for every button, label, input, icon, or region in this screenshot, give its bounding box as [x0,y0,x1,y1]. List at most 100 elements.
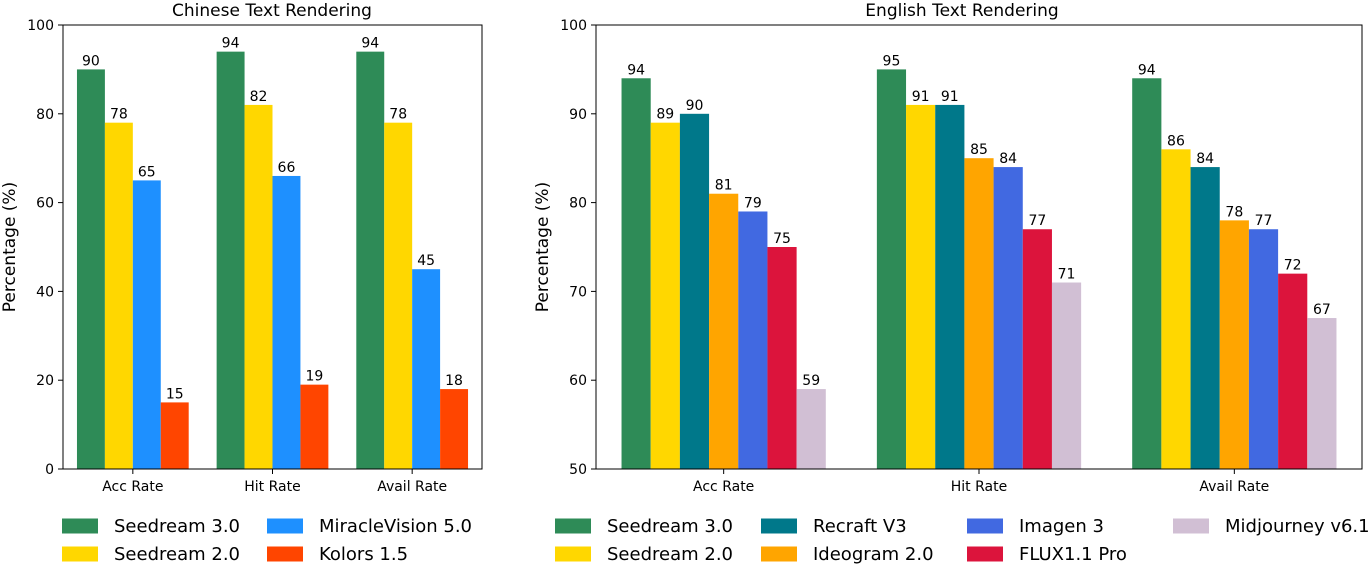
legend-label: Seedream 3.0 [114,516,240,537]
data-label: 84 [999,151,1017,167]
x-axis: Acc Rate Hit Rate Avail Rate [693,469,1269,495]
legend-swatch [62,546,98,562]
legend: Seedream 3.0 Seedream 2.0 MiracleVision 5.… [62,516,472,564]
chart-title: Chinese Text Rendering [172,1,372,21]
bar-seedream-3-0-hit-rate [216,51,245,469]
data-label: 45 [417,253,435,269]
data-label: 78 [389,107,407,123]
bar-midjourney-v6-1-acc-rate [796,389,826,469]
bar-midjourney-v6-1-avail-rate [1307,318,1337,469]
data-label: 95 [883,53,901,69]
x-axis: Acc Rate Hit Rate Avail Rate [102,469,447,495]
bar-ideogram-2-0-acc-rate [709,193,739,469]
legend-label: Kolors 1.5 [319,544,408,564]
bar-miraclevision-5-0-acc-rate [132,180,161,469]
bar-ideogram-2-0-hit-rate [964,158,994,469]
bar-seedream-3-0-acc-rate [76,69,105,470]
legend-item-midjourney-v6-1: Midjourney v6.1 [1173,516,1370,537]
legend-swatch [555,518,591,534]
bar-seedream-3-0-avail-rate [1132,78,1162,469]
y-tick-label: 20 [36,373,54,389]
legend-label: Ideogram 2.0 [813,544,934,564]
y-axis: 50 60 70 80 90 100 [560,18,596,478]
data-label: 71 [1058,267,1076,283]
bar-seedream-2-0-hit-rate [906,104,936,470]
legend-item-ideogram-2-0: Ideogram 2.0 [761,544,934,564]
legend-label: Midjourney v6.1 [1225,516,1370,537]
bar-miraclevision-5-0-avail-rate [412,269,441,469]
chart-title: English Text Rendering [865,1,1058,21]
data-label: 85 [970,142,988,158]
y-tick-label: 70 [569,284,587,300]
bar-flux1-1-pro-hit-rate [1022,229,1052,469]
bar-recraft-v3-hit-rate [935,104,965,470]
legend: Seedream 3.0 Seedream 2.0 Recraft V3 Ideogr… [555,516,1370,564]
x-tick-label: Acc Rate [102,479,163,495]
bar-miraclevision-5-0-hit-rate [272,175,301,469]
bar-seedream-3-0-acc-rate [621,78,651,469]
legend-label: Seedream 2.0 [114,544,240,564]
data-label: 90 [686,98,704,114]
bars-group: 90 94 94 78 82 78 65 66 45 15 19 18 [76,36,469,470]
data-label: 91 [912,89,930,105]
legend-swatch [967,546,1003,562]
data-label: 91 [941,89,959,105]
bar-midjourney-v6-1-hit-rate [1051,282,1082,469]
bar-seedream-3-0-avail-rate [356,51,385,469]
data-label: 59 [802,373,820,389]
y-tick-label: 90 [569,107,587,123]
legend-swatch [267,546,303,562]
data-label: 19 [305,369,323,385]
data-label: 94 [222,36,240,52]
english-text-rendering-chart: English Text Rendering Percentage (%) 94… [533,1,1370,564]
data-label: 89 [656,107,674,123]
data-label: 82 [250,89,268,105]
bar-seedream-2-0-acc-rate [104,122,133,470]
bars-group: 94 95 94 89 91 86 90 91 84 81 85 78 79 84 77 75 77 72 59 71… [621,53,1337,470]
data-label: 81 [715,178,733,194]
bar-seedream-2-0-avail-rate [384,122,413,470]
x-tick-label: Avail Rate [1199,479,1269,495]
legend-item-seedream-3-0: Seedream 3.0 [62,516,240,537]
y-tick-label: 40 [36,284,54,300]
y-tick-label: 100 [560,18,587,34]
data-label: 90 [82,53,100,69]
bar-kolors-1-5-avail-rate [440,389,469,469]
y-tick-label: 100 [27,18,54,34]
bar-imagen-3-acc-rate [738,211,768,470]
bar-seedream-2-0-acc-rate [650,122,680,470]
data-label: 65 [138,164,156,180]
data-label: 77 [1028,213,1046,229]
data-label: 86 [1167,133,1185,149]
data-label: 84 [1196,151,1214,167]
data-label: 78 [1225,204,1243,220]
bar-seedream-2-0-avail-rate [1161,149,1191,469]
data-label: 94 [361,36,379,52]
legend-item-kolors-1-5: Kolors 1.5 [267,544,408,564]
data-label: 18 [445,373,463,389]
legend-label: Seedream 3.0 [607,516,733,537]
legend-label: MiracleVision 5.0 [319,516,472,537]
y-tick-label: 0 [45,462,54,478]
data-label: 79 [744,195,762,211]
data-label: 72 [1284,258,1302,274]
x-tick-label: Acc Rate [693,479,754,495]
legend-label: Imagen 3 [1019,516,1104,537]
chinese-text-rendering-chart: Chinese Text Rendering Percentage (%) 90… [0,1,483,564]
y-tick-label: 60 [569,373,587,389]
bar-kolors-1-5-hit-rate [300,384,329,469]
data-label: 78 [110,107,128,123]
legend-item-seedream-2-0: Seedream 2.0 [62,544,240,564]
legend-item-flux1-1-pro: FLUX1.1 Pro [967,544,1127,564]
legend-item-recraft-v3: Recraft V3 [761,516,907,537]
data-label: 67 [1313,302,1331,318]
data-label: 94 [627,62,645,78]
y-axis-label: Percentage (%) [533,182,553,312]
legend-label: Recraft V3 [813,516,907,537]
data-label: 75 [773,231,791,247]
y-axis-label: Percentage (%) [0,182,20,312]
legend-item-seedream-3-0: Seedream 3.0 [555,516,733,537]
x-tick-label: Hit Rate [951,479,1007,495]
bar-kolors-1-5-acc-rate [160,402,189,469]
